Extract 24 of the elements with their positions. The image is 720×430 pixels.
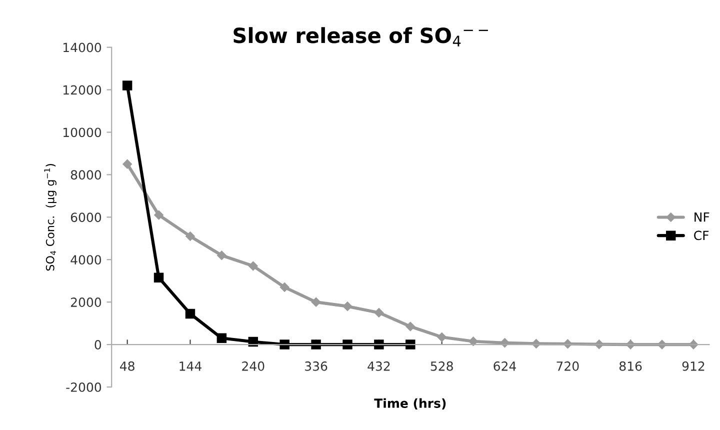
- y-tick-label: 12000: [63, 85, 102, 95]
- x-tick-label: 720: [556, 361, 579, 371]
- y-axis-title: SO$_{4}$ Conc. (µg g$^{−1}$): [44, 164, 56, 271]
- y-tick-label: 2000: [70, 298, 102, 307]
- legend-label: CF: [694, 230, 709, 240]
- x-tick-label: 912: [682, 361, 704, 371]
- x-tick-label: 336: [305, 361, 328, 371]
- y-tick-label: 6000: [70, 212, 102, 222]
- x-tick-label: 432: [368, 361, 390, 371]
- y-tick-label: 10000: [63, 128, 102, 138]
- legend-label: NF: [694, 212, 710, 222]
- chart-title: Slow release of SO$_{4}$$^{−−}$: [234, 27, 488, 46]
- x-axis-title: Time (hrs): [374, 398, 446, 410]
- x-tick-label: 624: [494, 361, 516, 371]
- x-tick-label: 528: [430, 361, 453, 371]
- y-tick-label: 8000: [70, 170, 102, 180]
- y-tick-label: 4000: [70, 255, 102, 265]
- x-tick-label: 144: [180, 362, 202, 371]
- x-tick-label: 240: [242, 361, 264, 371]
- y-tick-label: 14000: [63, 42, 102, 52]
- y-tick-label: -2000: [66, 382, 102, 392]
- x-tick-label: 48: [120, 361, 134, 371]
- x-tick-label: 816: [619, 361, 642, 371]
- y-tick-label: 0: [94, 340, 102, 350]
